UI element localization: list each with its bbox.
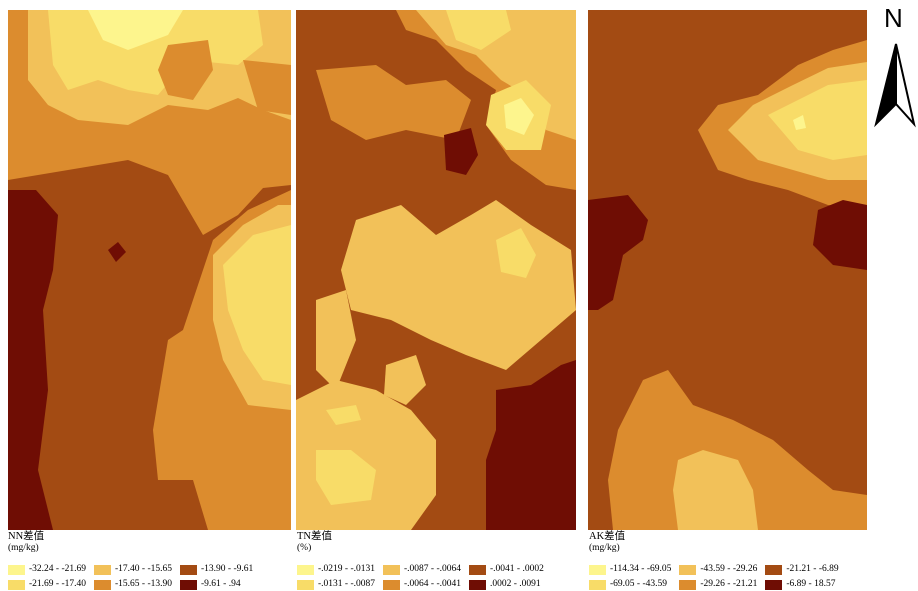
legend-item: -9.61 - .94 [180, 579, 253, 590]
legend-item: -.0131 - -.0087 [297, 579, 375, 590]
legend-item: .0002 - .0091 [469, 579, 544, 590]
legend-label: -21.69 - -17.40 [29, 579, 86, 589]
legend-item: -.0087 - -.0064 [383, 564, 461, 575]
legend-item: -32.24 - -21.69 [8, 564, 86, 575]
legend-label: -.0087 - -.0064 [404, 564, 461, 574]
legend-label: -.0219 - -.0131 [318, 564, 375, 574]
legend-swatch [8, 579, 25, 590]
legend-swatch [297, 579, 314, 590]
tn-legend-grid: -.0219 - -.0131 -.0087 - -.0064 -.0041 - .… [297, 564, 587, 590]
legend-item: -17.40 - -15.65 [94, 564, 172, 575]
legend-label: -.0064 - -.0041 [404, 579, 461, 589]
legend-label: -29.26 - -21.21 [700, 579, 758, 589]
legend-swatch [469, 564, 486, 575]
legend-swatch [383, 579, 400, 590]
legend-label: -17.40 - -15.65 [115, 564, 172, 574]
legend-label: -9.61 - .94 [201, 579, 241, 589]
legend-swatch [765, 564, 783, 575]
legend-swatch [679, 564, 697, 575]
legend-label: -13.90 - -9.61 [201, 564, 254, 574]
legend-label: -15.65 - -13.90 [115, 579, 172, 589]
legend-item: -.0041 - .0002 [469, 564, 544, 575]
tn-legend-unit: (%) [297, 543, 312, 553]
legend-label: -69.05 - -43.59 [610, 579, 667, 589]
ak-legend-unit: (mg/kg) [589, 543, 620, 553]
ak-difference-map [588, 10, 867, 530]
legend-item: -43.59 - -29.26 [679, 564, 757, 575]
tn-legend: TN差值 (%) -.0219 - -.0131 -.0087 - -.0064-… [297, 531, 587, 591]
legend-label: -32.24 - -21.69 [29, 564, 86, 574]
north-label: N [884, 3, 903, 33]
legend-swatch [765, 579, 783, 590]
legend-label: -.0131 - -.0087 [318, 579, 375, 589]
legend-item: -114.34 - -69.05 [589, 564, 671, 575]
nn-legend-unit: (mg/kg) [8, 543, 39, 553]
ak-legend: AK差值 (mg/kg) -114.34 - -69.05 -43.59 - -2… [589, 531, 879, 591]
legend-item: -21.21 - -6.89 [765, 564, 839, 575]
legend-swatch [589, 564, 606, 575]
ak-legend-grid: -114.34 - -69.05 -43.59 - -29.26 -21.21 - … [589, 564, 879, 590]
legend-label: .0002 - .0091 [490, 579, 541, 589]
legend-swatch [180, 579, 197, 590]
legend-item: -69.05 - -43.59 [589, 579, 671, 590]
legend-label: -.0041 - .0002 [490, 564, 544, 574]
legend-swatch [679, 579, 697, 590]
legend-swatch [94, 579, 111, 590]
tn-difference-map [296, 10, 576, 530]
nn-difference-map [8, 10, 291, 530]
legend-item: -.0219 - -.0131 [297, 564, 375, 575]
legend-swatch [94, 564, 111, 575]
north-arrow-icon [874, 43, 916, 128]
legend-item: -.0064 - -.0041 [383, 579, 461, 590]
nn-legend-grid: -32.24 - -21.69 -17.40 - -15.65 -13.90 - -… [8, 564, 296, 590]
legend-item: -15.65 - -13.90 [94, 579, 172, 590]
legend-swatch [8, 564, 25, 575]
legend-item: -6.89 - 18.57 [765, 579, 838, 590]
ak-legend-title: AK差值 [589, 531, 626, 542]
legend-swatch [589, 579, 606, 590]
legend-label: -114.34 - -69.05 [610, 564, 672, 574]
nn-legend-title: NN差值 [8, 531, 45, 542]
tn-legend-title: TN差值 [297, 531, 332, 542]
legend-swatch [180, 564, 197, 575]
legend-swatch [469, 579, 486, 590]
legend-item: -29.26 - -21.21 [679, 579, 757, 590]
legend-swatch [297, 564, 314, 575]
legend-label: -6.89 - 18.57 [786, 579, 836, 589]
legend-item: -13.90 - -9.61 [180, 564, 253, 575]
legend-item: -21.69 - -17.40 [8, 579, 86, 590]
legend-label: -43.59 - -29.26 [700, 564, 758, 574]
legend-label: -21.21 - -6.89 [786, 564, 839, 574]
nn-legend: NN差值 (mg/kg) -32.24 - -21.69 -17.40 - -15… [8, 531, 296, 591]
legend-swatch [383, 564, 400, 575]
